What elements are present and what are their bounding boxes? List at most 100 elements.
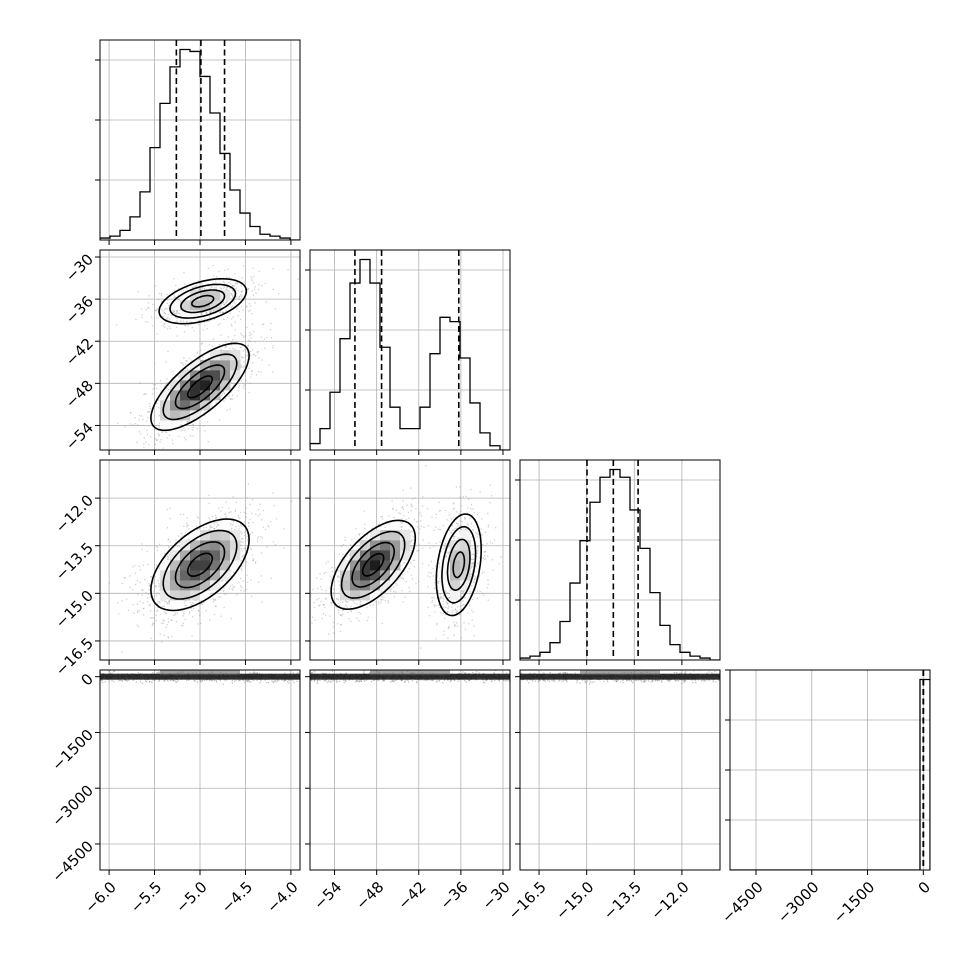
sample-point	[225, 310, 227, 312]
sample-point	[198, 358, 200, 361]
sample-point	[322, 612, 325, 615]
density-cell	[210, 290, 221, 301]
sample-point	[389, 523, 391, 525]
sample-point	[176, 612, 179, 614]
sample-point	[162, 619, 164, 621]
sample-point	[475, 565, 477, 568]
sample-point	[220, 334, 222, 336]
sample-point	[157, 580, 159, 582]
sample-point	[443, 634, 445, 636]
sample-point	[136, 624, 138, 626]
sample-point	[243, 356, 245, 359]
sample-point	[236, 287, 238, 289]
sample-point	[439, 597, 441, 599]
panel-2-1	[302, 460, 510, 660]
sample-point	[341, 615, 343, 617]
sample-point	[158, 434, 160, 436]
sample-point	[160, 383, 162, 385]
sample-point	[329, 575, 331, 577]
sample-point	[175, 620, 177, 623]
sample-point	[163, 634, 166, 637]
sample-point	[167, 621, 170, 623]
sample-point	[186, 424, 188, 427]
sample-point	[187, 538, 190, 540]
sample-point	[147, 307, 149, 309]
sample-point	[240, 305, 243, 308]
sample-point	[151, 624, 154, 626]
sample-point	[184, 429, 186, 431]
sample-point	[152, 419, 155, 422]
sample-point	[189, 612, 191, 614]
sample-point	[234, 303, 236, 305]
sample-point	[220, 288, 222, 290]
sample-point	[477, 547, 479, 549]
sample-point	[238, 384, 241, 387]
sample-point	[323, 572, 325, 574]
sample-point	[403, 515, 405, 517]
sample-point	[401, 507, 403, 509]
sample-point	[230, 511, 232, 513]
density-cell	[180, 300, 191, 311]
sample-point	[439, 598, 441, 600]
sample-point	[232, 524, 234, 526]
sample-point	[154, 575, 156, 578]
sample-point	[405, 518, 407, 521]
sample-point	[248, 522, 250, 524]
sample-point	[150, 576, 152, 578]
sample-point	[240, 589, 242, 592]
sample-point	[455, 486, 458, 488]
sample-point	[234, 382, 236, 385]
sample-point	[453, 601, 455, 603]
sample-point	[467, 612, 469, 614]
sample-point	[312, 589, 314, 591]
sample-point	[186, 517, 188, 519]
sample-point	[190, 321, 193, 324]
sample-point	[453, 503, 455, 505]
sample-point	[337, 576, 339, 578]
sample-point	[148, 589, 150, 591]
sample-point	[180, 607, 182, 610]
sample-point	[243, 365, 245, 367]
sample-point	[233, 586, 236, 588]
sample-point	[477, 562, 479, 564]
sample-point	[403, 562, 405, 564]
sample-point	[413, 518, 415, 520]
sample-point	[161, 308, 163, 310]
sample-point	[272, 492, 274, 494]
sample-point	[388, 515, 390, 517]
sample-point	[436, 622, 438, 625]
sample-point	[184, 604, 186, 607]
sample-point	[217, 324, 219, 326]
sample-point	[181, 535, 184, 537]
sample-point	[225, 397, 227, 400]
density-contour	[150, 342, 250, 432]
sample-point	[169, 327, 172, 330]
sample-point	[213, 318, 216, 321]
sample-point	[171, 310, 174, 312]
sample-point	[209, 310, 211, 312]
sample-point	[459, 520, 461, 522]
sample-point	[442, 600, 444, 602]
sample-point	[411, 504, 413, 507]
sample-point	[176, 312, 178, 314]
sample-point	[366, 599, 368, 602]
sample-point	[344, 536, 346, 538]
sample-point	[356, 603, 358, 605]
sample-point	[250, 549, 253, 551]
sample-point	[158, 434, 160, 437]
sample-point	[345, 604, 347, 607]
sample-point	[182, 624, 184, 627]
sample-point	[161, 599, 163, 602]
sample-point	[145, 320, 147, 323]
density-contour	[174, 541, 226, 589]
sample-point	[432, 575, 434, 577]
sample-point	[302, 609, 303, 610]
sample-point	[381, 590, 383, 593]
sample-point	[427, 586, 429, 588]
sample-point	[401, 518, 403, 520]
sample-point	[452, 603, 454, 605]
sample-point	[500, 556, 502, 558]
sample-point	[342, 544, 345, 546]
sample-point	[459, 605, 462, 607]
sample-point	[259, 513, 261, 515]
